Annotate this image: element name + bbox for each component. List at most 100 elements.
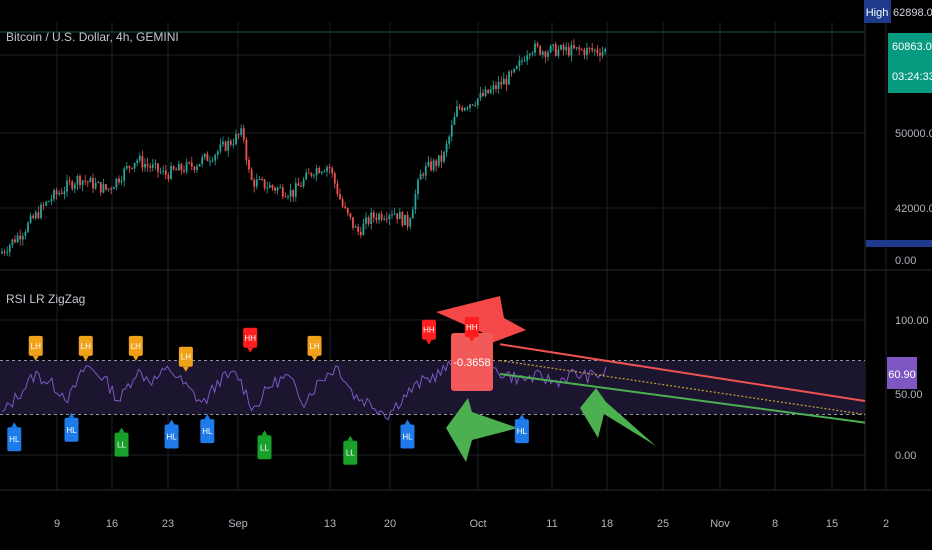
candle-body xyxy=(318,168,321,174)
pivot-text: HL xyxy=(66,426,77,435)
candle-body xyxy=(531,52,534,54)
pivot-pointer xyxy=(32,355,39,361)
pivot-pointer xyxy=(118,427,125,433)
candle-body xyxy=(232,144,235,146)
pivot-label-lh: LH xyxy=(78,335,93,361)
candle-body xyxy=(175,169,178,171)
candle-body xyxy=(193,166,196,170)
pivot-pointer xyxy=(425,339,432,345)
price-zero: 0.00 xyxy=(895,255,916,267)
candle-body xyxy=(94,183,97,189)
candle-body xyxy=(523,60,526,62)
price-tick: 50000.00 xyxy=(895,128,932,140)
candle-body xyxy=(16,235,19,243)
candle-body xyxy=(583,49,586,56)
candle-body xyxy=(224,141,227,151)
green-arrow-left xyxy=(446,398,518,462)
candle-body xyxy=(242,128,245,140)
candle-body xyxy=(336,183,339,195)
candle-body xyxy=(229,140,232,145)
candle-body xyxy=(188,162,191,164)
candle-body xyxy=(211,160,214,162)
pivot-pointer xyxy=(82,355,89,361)
candle-body xyxy=(469,104,471,108)
trendline-green xyxy=(499,373,866,424)
candle-body xyxy=(284,196,287,198)
candle-body xyxy=(515,66,518,69)
candle-body xyxy=(333,173,336,184)
candle-body xyxy=(115,178,118,188)
time-label: 13 xyxy=(324,518,336,530)
candle-body xyxy=(534,43,536,53)
candle-body xyxy=(164,170,167,175)
candle-body xyxy=(375,217,378,220)
candle-body xyxy=(385,218,388,220)
candle-body xyxy=(125,166,128,169)
candle-body xyxy=(297,183,300,186)
candle-body xyxy=(575,47,578,49)
candle-body xyxy=(190,162,193,167)
rsi-current-tag xyxy=(887,357,917,389)
pivot-pointer xyxy=(261,430,268,436)
candle-body xyxy=(474,104,477,106)
pivot-box xyxy=(128,335,143,356)
candle-body xyxy=(323,171,326,173)
pivot-box xyxy=(114,432,129,457)
candle-body xyxy=(268,185,271,188)
candle-body xyxy=(560,45,562,50)
pivot-pointer xyxy=(468,337,475,342)
candle-body xyxy=(276,187,279,191)
candle-body xyxy=(138,156,141,161)
candle-body xyxy=(76,176,79,185)
pivot-label-hl: HL xyxy=(200,414,215,444)
pivot-text: LL xyxy=(117,441,126,450)
candle-body xyxy=(235,134,237,145)
candle-body xyxy=(159,171,162,173)
candle-body xyxy=(112,187,115,190)
candle-body xyxy=(71,181,74,189)
candle-body xyxy=(596,49,599,54)
candle-body xyxy=(105,184,107,190)
candle-body xyxy=(513,68,516,73)
candle-body xyxy=(53,190,55,200)
pivot-label-hl: HL xyxy=(400,419,415,449)
candle-body xyxy=(378,213,380,220)
pivot-label-lh: LH xyxy=(28,335,43,361)
candle-body xyxy=(341,199,344,207)
candle-body xyxy=(448,136,451,144)
candle-body xyxy=(60,192,63,194)
candle-body xyxy=(255,179,258,187)
candle-body xyxy=(42,204,45,206)
candle-body xyxy=(466,107,469,109)
candle-body xyxy=(599,53,601,56)
candle-body xyxy=(58,192,61,195)
pivot-label-ll: LL xyxy=(343,435,358,465)
trendline-dotted xyxy=(499,359,866,416)
candle-body xyxy=(250,169,253,180)
candle-body xyxy=(601,51,604,56)
pivot-label-lh: LH xyxy=(307,335,322,361)
candle-body xyxy=(24,231,27,236)
candle-body xyxy=(305,172,308,180)
rsi-tick: 50.00 xyxy=(895,389,923,401)
candle-body xyxy=(118,178,120,183)
price-candles xyxy=(1,39,607,257)
candle-body xyxy=(456,106,458,117)
pivot-text: LH xyxy=(81,342,91,351)
candle-body xyxy=(162,170,165,172)
pivot-text: HL xyxy=(9,435,20,444)
candle-body xyxy=(536,43,539,46)
candle-body xyxy=(144,164,146,168)
rsi-band xyxy=(0,360,865,415)
candle-body xyxy=(359,231,362,236)
pivot-box xyxy=(164,424,179,449)
candle-body xyxy=(261,178,263,180)
rsi-pane: -0.3658 HL LH HL LH LL LH HL LH HL HH LL LH LL HL HH HH H… xyxy=(0,296,866,465)
pivot-box xyxy=(200,419,215,444)
candle-body xyxy=(198,163,201,167)
candle-body xyxy=(349,213,352,218)
candle-body xyxy=(541,51,544,55)
candle-body xyxy=(183,170,185,172)
candle-body xyxy=(307,172,310,174)
